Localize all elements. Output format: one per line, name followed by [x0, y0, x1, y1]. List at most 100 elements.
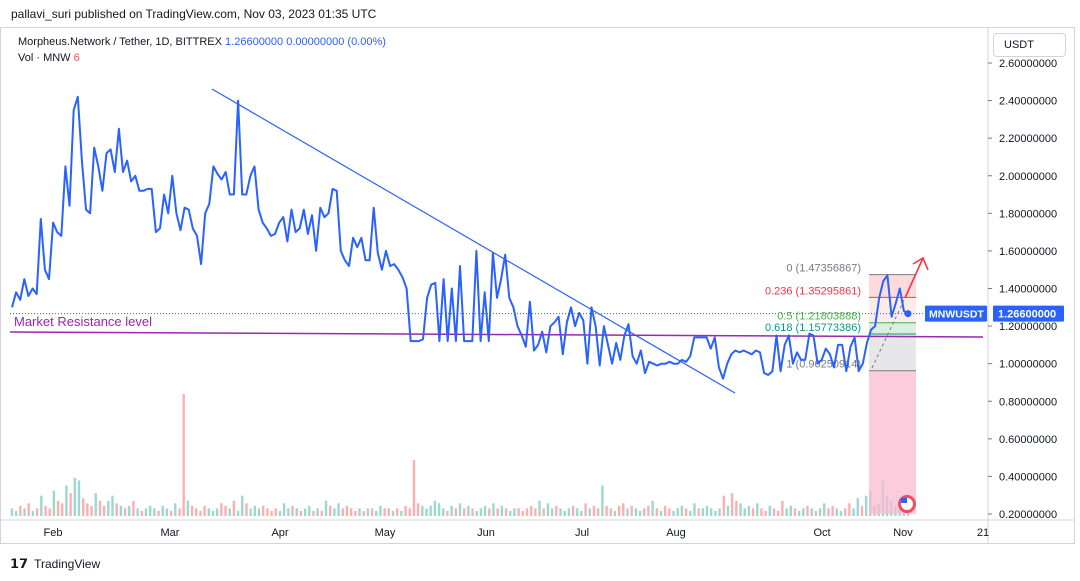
volume-bar — [73, 477, 77, 516]
volume-bar — [44, 505, 47, 516]
volume-bar — [596, 508, 600, 516]
price-axis[interactable]: 2.60000000 2.40000000 2.20000000 2.00000000… — [925, 28, 1064, 543]
volume-bar — [576, 508, 579, 516]
volume-bar — [77, 480, 81, 516]
volume-bar — [425, 508, 428, 516]
volume-bar — [211, 510, 215, 516]
fib-level-label: 0.5 (1.21803888) — [777, 311, 861, 323]
price-tick-label: 1.80000000 — [999, 208, 1057, 220]
volume-bar — [777, 510, 780, 516]
volume-bar — [856, 498, 859, 516]
price-tick-label: 2.20000000 — [999, 133, 1057, 145]
volume-bar — [622, 503, 625, 516]
volume-bar — [61, 503, 64, 516]
volume-bar — [785, 508, 788, 516]
volume-bar — [341, 508, 344, 516]
time-tick-label: Apr — [271, 527, 288, 539]
time-tick-label: Jul — [575, 527, 589, 539]
volume-bar — [626, 508, 629, 516]
volume-bar — [634, 508, 638, 516]
volume-bar — [710, 508, 713, 516]
volume-bar — [148, 505, 152, 516]
volume-bar — [266, 508, 269, 516]
price-line-group — [11, 95, 916, 513]
volume-bar — [475, 510, 478, 516]
last-price-dot — [904, 310, 912, 318]
projection-arrow-head — [912, 256, 929, 271]
volume-bar — [743, 508, 746, 516]
volume-bar — [14, 510, 18, 516]
downtrend-line — [211, 88, 736, 394]
volume-bar — [827, 508, 830, 516]
volume-bar — [320, 510, 324, 516]
volume-bar — [839, 510, 843, 516]
volume-bar — [726, 505, 730, 516]
volume-label: Vol · MNW — [18, 52, 71, 64]
volume-bar — [860, 505, 864, 516]
volume-bar — [521, 510, 525, 516]
volume-bar — [299, 510, 303, 516]
volume-bar — [806, 505, 809, 516]
volume-bar — [483, 505, 487, 516]
volume-bar — [421, 505, 424, 516]
volume-bar — [379, 505, 382, 516]
volume-bar — [672, 510, 675, 516]
volume-bar — [814, 510, 818, 516]
volume-bar — [383, 508, 386, 516]
price-line — [11, 95, 909, 380]
volume-bar — [651, 500, 654, 516]
volume-bar — [157, 510, 160, 516]
volume-bars — [10, 394, 910, 516]
volume-bar — [668, 508, 671, 516]
volume-bar — [324, 500, 328, 516]
time-tick-label: Feb — [44, 527, 63, 539]
currency-selector[interactable]: USDT — [993, 33, 1066, 57]
volume-bar — [831, 505, 834, 516]
volume-bar — [111, 495, 114, 516]
volume-bar — [747, 505, 751, 516]
volume-bar — [282, 503, 286, 516]
volume-bar — [588, 508, 591, 516]
time-tick-label: 21 — [977, 527, 989, 539]
fib-retracement[interactable]: 0 (1.47356867) 0.236 (1.35295861) 0.5 (1.2… — [765, 263, 916, 514]
volume-bar — [316, 508, 319, 516]
fib-zone-0618-1 — [869, 334, 916, 371]
volume-bar — [232, 500, 236, 516]
volume-bar — [676, 508, 679, 516]
volume-bar — [337, 503, 340, 516]
brand-name: TradingView — [34, 557, 101, 571]
price-tick-label: 1.20000000 — [999, 321, 1057, 333]
volume-bar — [107, 500, 110, 516]
volume-bar — [529, 505, 533, 516]
volume-value: 6 — [73, 52, 80, 64]
volume-bar — [370, 508, 374, 516]
volume-bar — [843, 508, 847, 516]
volume-bar — [115, 503, 118, 516]
volume-bar — [563, 510, 566, 516]
volume-bar — [835, 508, 839, 516]
volume-bar — [245, 503, 248, 516]
time-axis[interactable]: Feb Mar Apr May Jun Jul Aug Oct Nov 21 — [0, 519, 1075, 539]
volume-bar — [429, 505, 432, 516]
volume-bar — [567, 508, 571, 516]
volume-bar — [329, 505, 332, 516]
drawings[interactable]: Market Resistance level — [9, 88, 985, 394]
volume-bar — [433, 500, 437, 516]
volume-bar — [848, 503, 851, 516]
volume-bar — [249, 508, 252, 516]
volume-bar — [86, 503, 89, 516]
volume-bar — [90, 505, 93, 516]
last-price: 1.26600000 — [225, 36, 284, 48]
volume-bar — [772, 508, 776, 516]
volume-bar — [404, 505, 407, 516]
volume-bar — [416, 503, 420, 516]
volume-bar — [580, 510, 583, 516]
volume-bar — [525, 508, 529, 516]
volume-bar — [203, 505, 206, 516]
volume-bar — [362, 510, 365, 516]
fib-zone-05-0618 — [869, 322, 916, 335]
footer: 𝟭𝟳 TradingView — [10, 556, 100, 572]
volume-bar — [722, 495, 725, 516]
volume-bar — [40, 495, 43, 516]
